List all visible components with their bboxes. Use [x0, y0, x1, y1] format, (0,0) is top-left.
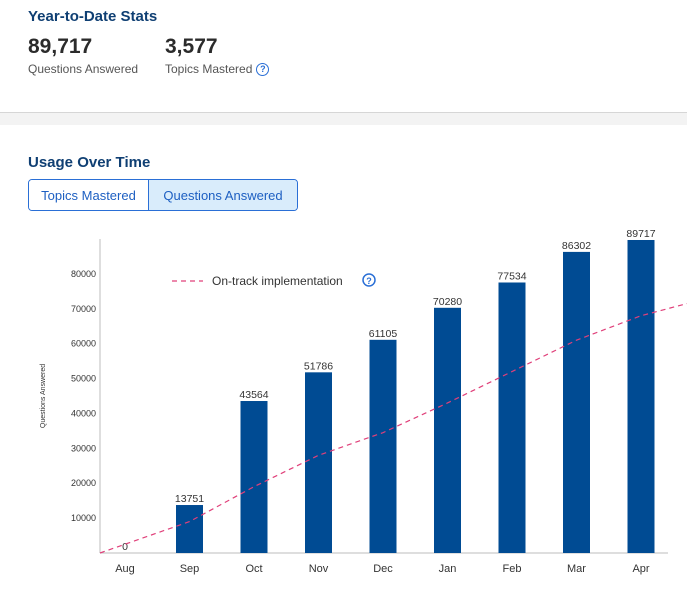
ytd-title: Year-to-Date Stats	[28, 8, 158, 25]
x-tick-label: Dec	[373, 563, 393, 575]
trend-line	[99, 302, 687, 554]
y-tick-label: 40000	[71, 408, 96, 418]
y-tick-label: 80000	[71, 269, 96, 279]
x-tick-label: Oct	[245, 563, 262, 575]
x-tick-label: Sep	[180, 563, 200, 575]
y-tick-label: 20000	[71, 478, 96, 488]
bar-value-label: 77534	[497, 270, 526, 282]
bar	[240, 401, 268, 553]
questions-answered-value: 89,717	[28, 35, 93, 58]
y-tick-label: 60000	[71, 339, 96, 349]
bar-value-label: 89717	[626, 228, 655, 240]
tab-questions-answered[interactable]: Questions Answered	[149, 180, 297, 210]
bar	[369, 339, 397, 553]
bar	[498, 282, 526, 553]
y-tick-label: 50000	[71, 374, 96, 384]
legend-label: On-track implementation	[212, 274, 343, 288]
y-tick-label: 70000	[71, 304, 96, 314]
bar	[563, 251, 590, 553]
questions-answered-label: Questions Answered	[28, 62, 139, 76]
bar	[305, 372, 332, 553]
x-tick-label: Jan	[439, 563, 457, 575]
x-tick-label: Apr	[632, 563, 649, 575]
topics-mastered-stat: 3,577 Topics Mastered ?	[165, 35, 270, 76]
legend-help-glyph: ?	[366, 276, 372, 286]
y-tick-label: 30000	[71, 443, 96, 453]
questions-answered-stat: 89,717 Questions Answered	[28, 35, 138, 76]
x-tick-label: Nov	[309, 563, 329, 575]
bar-value-label: 70280	[433, 296, 462, 308]
bar	[176, 505, 203, 553]
usage-chart: 10000 20000 30000 40000 50000 60000 70000 80000…	[40, 228, 687, 575]
x-tick-label: Feb	[503, 563, 522, 575]
ytd-stats-card: Year-to-Date Stats 89,717 Questions Answ…	[0, 0, 687, 113]
bar-value-label: 86302	[562, 240, 591, 252]
usage-title: Usage Over Time	[28, 154, 151, 171]
topics-mastered-label: Topics Mastered	[165, 62, 253, 76]
x-tick-label: Aug	[115, 563, 135, 575]
bar-value-label: 13751	[175, 493, 204, 505]
help-icon[interactable]: ?	[256, 62, 270, 76]
x-tick-label: Mar	[567, 563, 586, 575]
bar	[627, 239, 655, 553]
y-tick-label: 10000	[71, 513, 96, 523]
bar-value-label: 61105	[369, 328, 398, 340]
y-axis-label: Questions Answered	[40, 364, 47, 428]
bar-value-label: 51786	[304, 360, 333, 372]
metric-toggle: Topics Mastered Questions Answered	[28, 179, 298, 211]
legend-help-icon	[362, 273, 376, 287]
bar-value-label: 0	[122, 541, 128, 553]
topics-mastered-value: 3,577	[165, 35, 218, 58]
tab-topics-mastered[interactable]: Topics Mastered	[29, 180, 149, 210]
bar	[434, 307, 461, 553]
section-divider	[0, 113, 687, 125]
bar-value-label: 43564	[239, 389, 268, 401]
